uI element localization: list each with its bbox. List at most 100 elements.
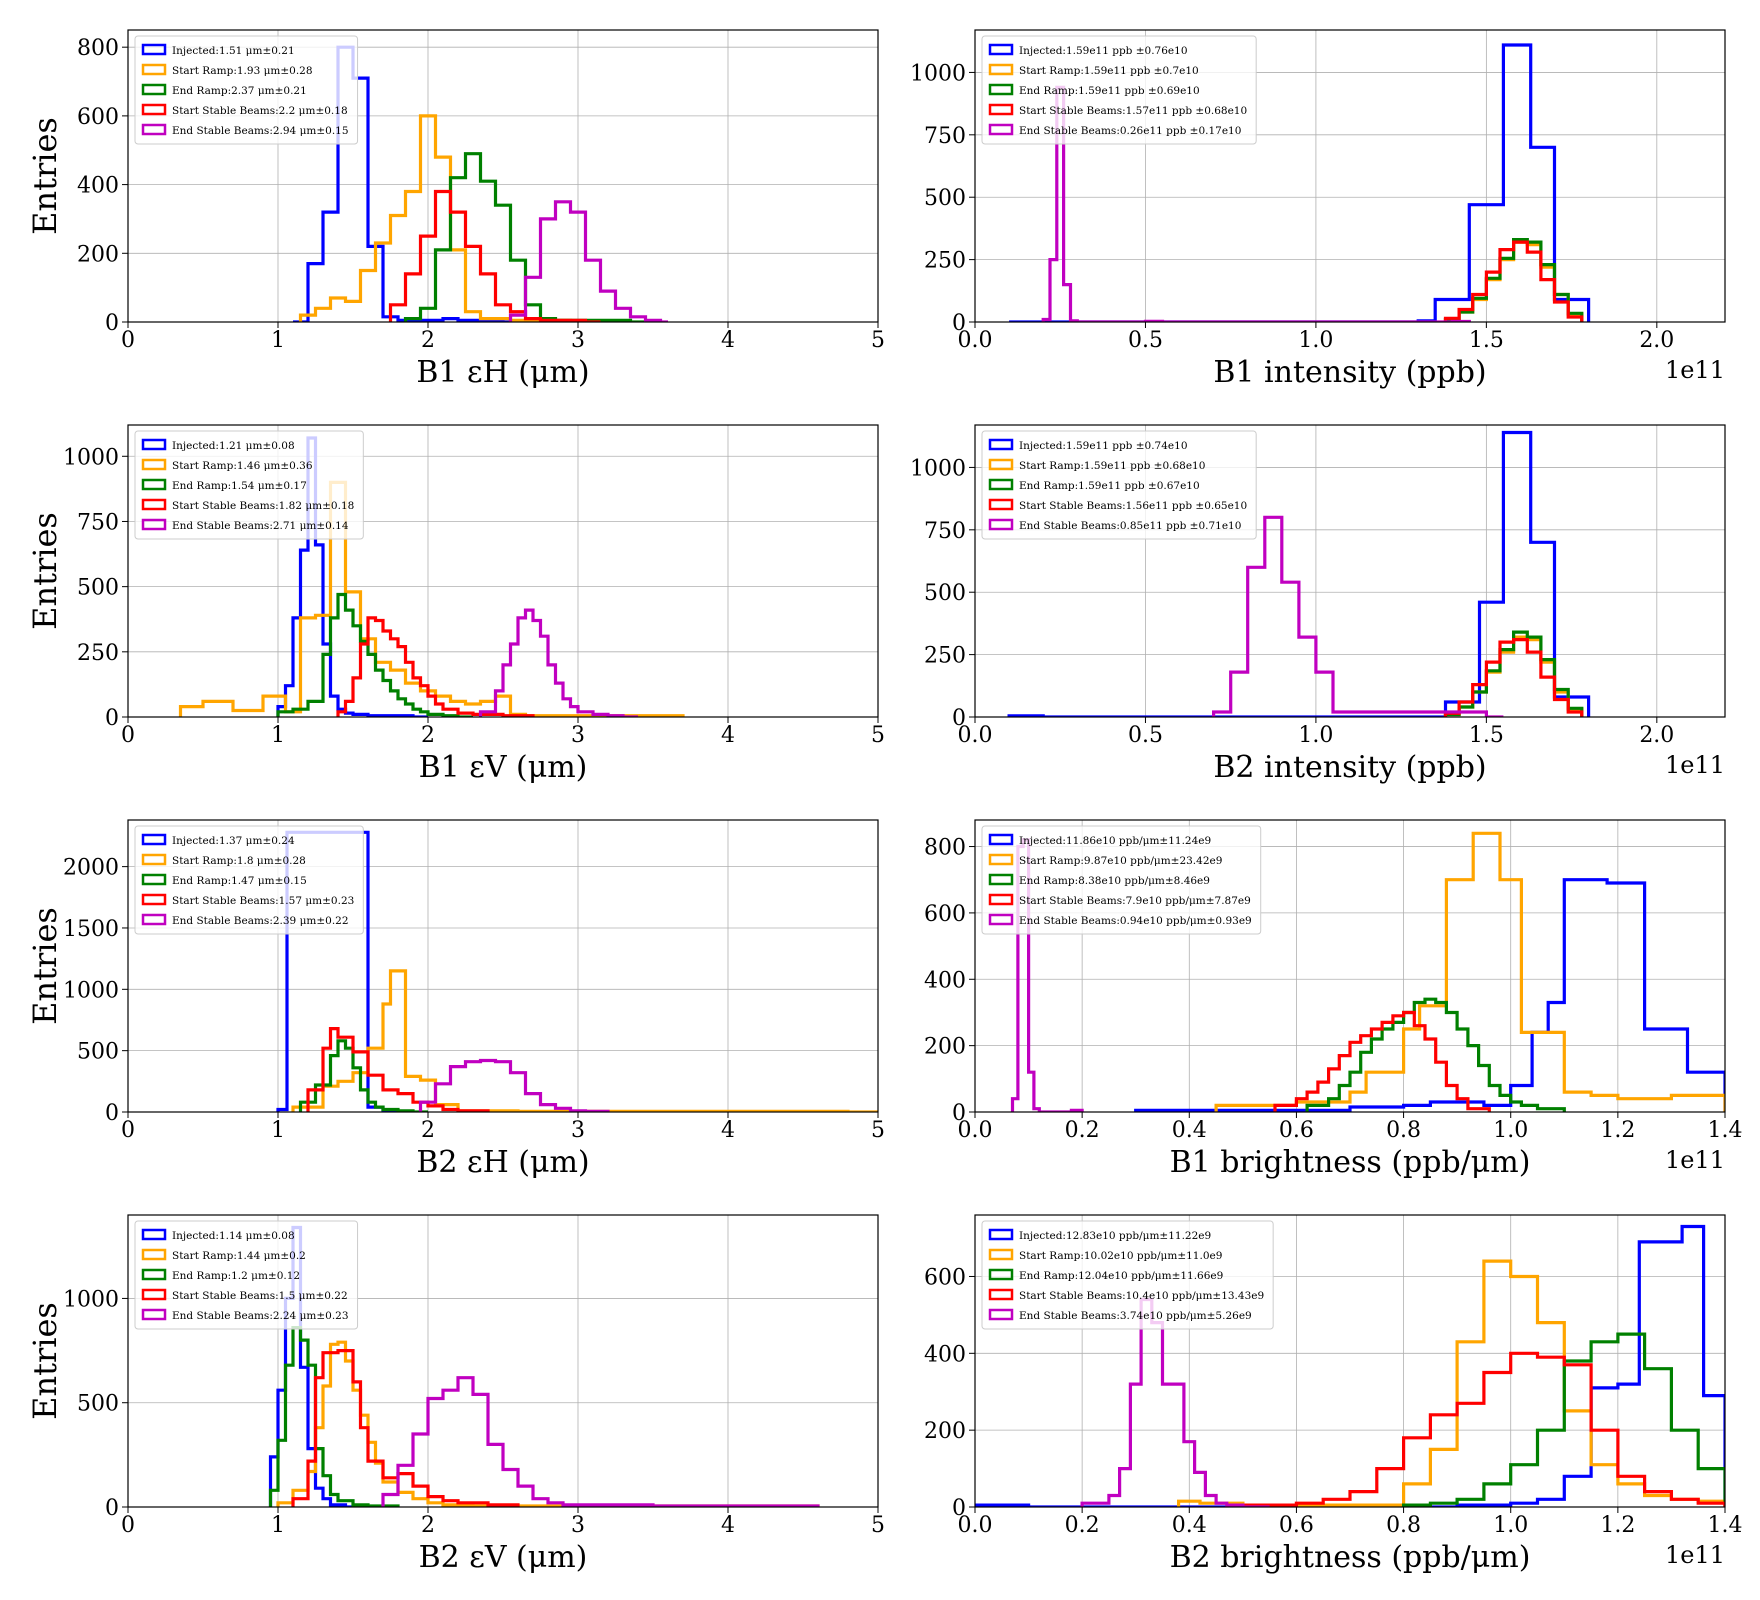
histogram-series-5 — [381, 1376, 820, 1507]
legend-entry: Start Ramp:1.44 μm±0.2 — [172, 1250, 306, 1262]
legend-entry: Start Stable Beams:7.9e10 ppb/μm±7.87e9 — [1019, 895, 1251, 907]
x-tick-label: 2 — [421, 1118, 435, 1143]
plot-frame — [974, 29, 1726, 323]
y-tick-label: 0 — [105, 706, 119, 731]
y-tick-label: 0 — [952, 1101, 966, 1126]
legend: Injected:1.51 μm±0.21 Start Ramp:1.93 μm±… — [134, 35, 359, 145]
legend-swatch — [141, 833, 167, 846]
legend-swatch — [141, 123, 167, 136]
x-tick-label: 2 — [421, 328, 435, 353]
legend-entry: Start Stable Beams:2.2 μm±0.18 — [172, 105, 348, 117]
legend-swatch — [988, 1248, 1014, 1261]
legend-entry: Start Ramp:1.59e11 ppb ±0.7e10 — [1019, 65, 1199, 77]
y-tick-label: 750 — [924, 519, 966, 544]
legend-swatch — [141, 1288, 167, 1301]
x-tick-label: 1.5 — [1469, 723, 1504, 748]
legend: Injected:1.21 μm±0.08 Start Ramp:1.46 μm±… — [134, 430, 364, 540]
legend-box — [134, 1220, 359, 1330]
histogram-series-5 — [478, 608, 638, 717]
series-group — [293, 45, 668, 322]
x-tick-label: 1.4 — [1708, 1118, 1743, 1143]
y-tick-label: 600 — [924, 1265, 966, 1290]
legend-entry: End Ramp:1.54 μm±0.17 — [172, 480, 307, 492]
x-tick-label: 1.2 — [1600, 1118, 1635, 1143]
histogram-series-4 — [1241, 1351, 1725, 1507]
y-tick-label: 250 — [924, 249, 966, 274]
y-tick-label: 600 — [77, 105, 119, 130]
legend: Injected:1.59e11 ppb ±0.76e10 Start Ramp:… — [981, 35, 1257, 145]
legend-swatch — [988, 83, 1014, 96]
histogram-series-3 — [1402, 1332, 1725, 1507]
x-axis-label: B1 brightness (ppb/μm) — [1170, 1145, 1531, 1180]
x-tick-label: 0 — [121, 1513, 135, 1538]
plot-frame — [974, 819, 1726, 1113]
legend-swatch — [141, 518, 167, 531]
legend-entry: Start Ramp:10.02e10 ppb/μm±11.0e9 — [1019, 1250, 1222, 1262]
legend-entry: Start Ramp:1.59e11 ppb ±0.68e10 — [1019, 460, 1205, 472]
legend-entry: End Stable Beams:0.94e10 ppb/μm±0.93e9 — [1019, 915, 1252, 927]
y-tick-label: 200 — [924, 1035, 966, 1060]
x-tick-label: 0 — [121, 723, 135, 748]
y-tick-label: 600 — [924, 902, 966, 927]
x-tick-label: 1.4 — [1708, 1513, 1743, 1538]
legend-entry: Injected:1.51 μm±0.21 — [172, 45, 295, 57]
histogram-series-1 — [1134, 878, 1725, 1112]
legend: Injected:1.37 μm±0.24 Start Ramp:1.8 μm±0… — [134, 825, 364, 935]
legend-swatch — [988, 498, 1014, 511]
legend-swatch — [988, 43, 1014, 56]
y-tick-label: 1000 — [910, 456, 966, 481]
legend-entry: End Stable Beams:2.24 μm±0.23 — [172, 1310, 349, 1322]
histogram-series-5 — [1080, 1297, 1270, 1507]
plot-frame — [127, 1214, 879, 1508]
legend-swatch — [988, 103, 1014, 116]
y-tick-label: 750 — [77, 510, 119, 535]
legend-swatch — [988, 1308, 1014, 1321]
y-tick-label: 1000 — [63, 1287, 119, 1312]
legend-swatch — [988, 478, 1014, 491]
legend-swatch — [141, 873, 167, 886]
legend-swatch — [141, 1228, 167, 1241]
legend-entry: End Ramp:2.37 μm±0.21 — [172, 85, 307, 97]
legend-entry: Start Ramp:1.46 μm±0.36 — [172, 460, 313, 472]
legend-entry: End Ramp:1.47 μm±0.15 — [172, 875, 307, 887]
legend-entry: Injected:1.59e11 ppb ±0.76e10 — [1019, 45, 1188, 57]
y-tick-label: 500 — [924, 581, 966, 606]
legend-box — [981, 35, 1257, 145]
legend-entry: Injected:1.59e11 ppb ±0.74e10 — [1019, 440, 1188, 452]
histogram-series-4 — [336, 616, 535, 717]
x-tick-label: 0.6 — [1279, 1513, 1314, 1538]
x-tick-label: 1.5 — [1469, 328, 1504, 353]
y-tick-label: 200 — [77, 242, 119, 267]
x-tick-label: 0.0 — [958, 1118, 993, 1143]
legend-swatch — [988, 63, 1014, 76]
y-tick-label: 0 — [105, 311, 119, 336]
legend-entry: Start Ramp:1.8 μm±0.28 — [172, 855, 306, 867]
y-tick-label: 250 — [924, 644, 966, 669]
x-axis-label: B2 εV (μm) — [419, 1540, 588, 1575]
x-tick-label: 1 — [271, 328, 285, 353]
x-tick-label: 4 — [721, 328, 735, 353]
x-tick-label: 5 — [871, 328, 885, 353]
x-tick-label: 1 — [271, 723, 285, 748]
chart-panel-8: 0.0 0.2 0.4 0.6 0.8 1.0 1.2 1.4 0 200 400 600 B2 bri… — [924, 1214, 1743, 1575]
x-tick-label: 5 — [871, 723, 885, 748]
x-tick-label: 1 — [271, 1513, 285, 1538]
y-tick-label: 200 — [924, 1419, 966, 1444]
chart-panel-4: 0.0 0.5 1.0 1.5 2.0 0 250 500 750 1000 B2 intensit… — [910, 424, 1726, 785]
legend-swatch — [141, 43, 167, 56]
legend: Injected:12.83e10 ppb/μm±11.22e9 Start Ra… — [981, 1220, 1274, 1330]
legend-swatch — [141, 478, 167, 491]
y-tick-label: 0 — [105, 1496, 119, 1521]
x-tick-label: 0.0 — [958, 723, 993, 748]
histogram-series-3 — [298, 1039, 428, 1112]
legend: Injected:1.59e11 ppb ±0.74e10 Start Ramp:… — [981, 430, 1257, 540]
legend-entry: Start Ramp:9.87e10 ppb/μm±23.42e9 — [1019, 855, 1222, 867]
y-tick-label: 400 — [924, 1342, 966, 1367]
x-axis-label: B1 εH (μm) — [416, 355, 589, 390]
plot-frame — [127, 819, 879, 1113]
x-tick-label: 1.2 — [1600, 1513, 1635, 1538]
y-tick-label: 0 — [105, 1101, 119, 1126]
legend-swatch — [141, 1308, 167, 1321]
histogram-series-3 — [268, 1326, 400, 1507]
legend-swatch — [988, 458, 1014, 471]
